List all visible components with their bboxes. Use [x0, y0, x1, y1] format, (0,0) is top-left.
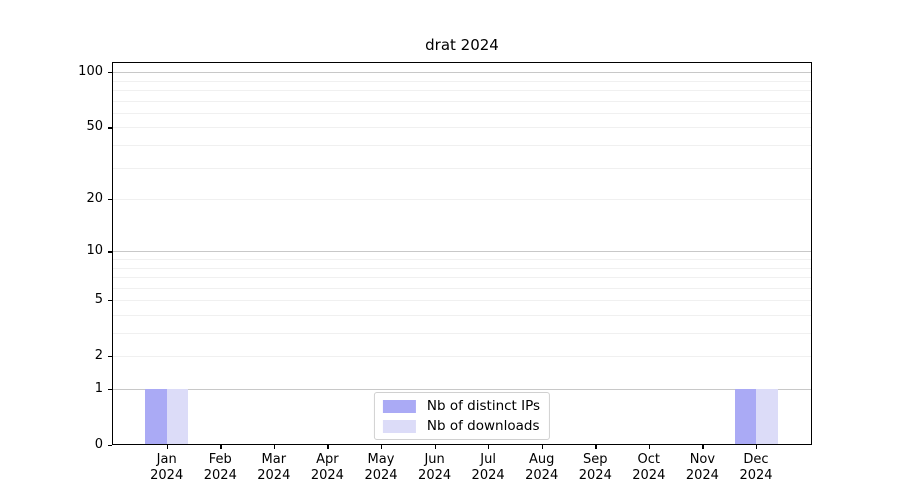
legend-label: Nb of distinct IPs: [426, 398, 541, 414]
x-tick-label: Aug 2024: [525, 452, 558, 484]
y-tick-mark: [108, 127, 112, 129]
x-tick-mark: [702, 445, 704, 449]
legend-label: Nb of downloads: [426, 418, 540, 434]
x-tick-label-month: Aug: [528, 452, 555, 467]
x-tick-label-month: Feb: [208, 452, 232, 467]
x-tick-label-year: 2024: [150, 468, 184, 483]
bar-nb-of-downloads-dec: [756, 389, 778, 445]
x-tick-label-month: Dec: [743, 452, 769, 467]
y-tick-mark: [108, 300, 112, 302]
x-tick-label-year: 2024: [578, 468, 612, 483]
y-tick-label: 20: [86, 191, 103, 206]
x-tick-mark: [648, 445, 651, 449]
gridline-minor: [112, 199, 812, 200]
legend-item: Nb of downloads: [382, 418, 540, 434]
x-tick-label-year: 2024: [203, 468, 237, 483]
legend-swatch: [382, 399, 416, 413]
gridline-major: [112, 251, 812, 253]
x-tick-label: Nov 2024: [686, 452, 719, 484]
x-tick-label-year: 2024: [364, 468, 398, 483]
chart-title: drat 2024: [425, 36, 499, 54]
x-tick-label: Jul 2024: [472, 452, 505, 484]
y-tick-label: 50: [86, 119, 103, 135]
plot-area: [112, 62, 812, 445]
y-tick-mark: [108, 199, 112, 201]
y-tick-mark: [108, 389, 112, 391]
gridline-minor: [112, 315, 812, 316]
gridline-minor: [112, 356, 812, 358]
x-tick-label: Feb 2024: [204, 452, 237, 484]
legend-swatch: [382, 419, 416, 433]
x-tick-label-month: Jul: [480, 452, 496, 467]
gridline-minor: [112, 333, 812, 334]
gridline-minor: [112, 145, 812, 146]
x-tick-label-month: May: [367, 452, 395, 467]
x-tick-label-month: Nov: [689, 452, 716, 467]
gridline-major: [112, 389, 812, 390]
x-tick-label: May 2024: [364, 452, 397, 484]
x-tick-label: Jun 2024: [418, 452, 451, 484]
x-tick-mark: [327, 445, 329, 449]
x-tick-label: Oct 2024: [632, 452, 665, 484]
gridline-minor: [112, 167, 812, 169]
x-tick-mark: [434, 445, 436, 449]
x-tick-label: Dec 2024: [739, 452, 772, 484]
y-tick-label: 5: [94, 292, 103, 308]
y-tick-label: 100: [78, 64, 103, 80]
x-tick-mark: [273, 445, 276, 449]
x-tick-mark: [220, 445, 222, 449]
gridline-minor: [112, 80, 812, 82]
gridline-minor: [112, 267, 812, 269]
x-tick-mark: [381, 445, 383, 449]
gridline-minor: [112, 277, 812, 278]
x-tick-label-year: 2024: [739, 468, 773, 483]
x-tick-label: Sep 2024: [579, 452, 612, 484]
bar-nb-of-downloads-jan: [166, 389, 189, 445]
y-tick-label: 0: [94, 437, 103, 452]
gridline-minor: [112, 259, 812, 260]
x-tick-label-year: 2024: [310, 468, 344, 483]
x-tick-mark: [595, 445, 597, 449]
x-tick-mark: [488, 445, 490, 449]
legend: Nb of distinct IPs Nb of downloads: [373, 392, 551, 440]
x-tick-label-year: 2024: [418, 468, 452, 483]
x-tick-label: Mar 2024: [257, 452, 290, 484]
y-tick-mark: [108, 72, 112, 74]
gridline-minor: [112, 112, 812, 114]
x-tick-label-month: Apr: [316, 452, 339, 467]
x-tick-label-year: 2024: [685, 468, 719, 483]
x-tick-label-month: Oct: [637, 452, 661, 467]
x-tick-label-year: 2024: [257, 468, 291, 483]
gridline-minor: [112, 287, 812, 289]
gridline-major: [112, 72, 812, 74]
x-tick-mark: [756, 445, 758, 449]
legend-item: Nb of distinct IPs: [382, 398, 541, 414]
x-tick-label-month: Jun: [424, 452, 445, 467]
gridline-minor: [112, 127, 812, 129]
x-tick-label-year: 2024: [471, 468, 505, 483]
y-tick-mark: [108, 356, 112, 358]
x-tick-label-month: Sep: [583, 452, 608, 467]
y-tick-label: 10: [86, 243, 103, 259]
x-tick-label: Apr 2024: [311, 452, 344, 484]
bar-nb-of-distinct-ips-jan: [145, 389, 167, 445]
gridline-minor: [112, 300, 812, 302]
y-tick-label: 2: [94, 348, 103, 364]
gridline-minor: [112, 100, 812, 102]
y-tick-mark: [108, 445, 112, 447]
x-tick-label-month: Jan: [156, 452, 177, 467]
x-tick-label-year: 2024: [632, 468, 666, 483]
x-tick-label-year: 2024: [525, 468, 559, 483]
x-tick-mark: [166, 445, 168, 449]
y-tick-mark: [108, 251, 112, 253]
bar-nb-of-distinct-ips-dec: [734, 389, 756, 445]
x-tick-label-month: Mar: [261, 452, 287, 467]
gridline-minor: [112, 90, 812, 91]
y-tick-label: 1: [94, 381, 103, 396]
x-tick-label: Jan 2024: [150, 452, 183, 484]
x-tick-mark: [541, 445, 543, 449]
